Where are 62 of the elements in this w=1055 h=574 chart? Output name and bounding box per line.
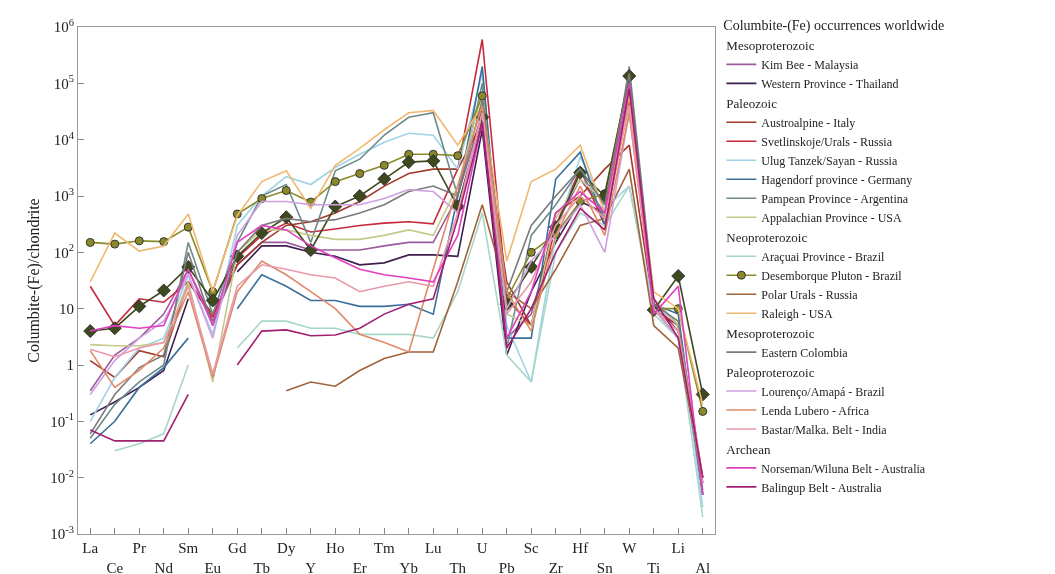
legend-label: Hagendorf province - Germany (761, 172, 913, 187)
text: Neoproterozoic (726, 229, 808, 245)
x-tick-label: Zr (548, 559, 563, 574)
y-tick-label: 10$^{5}$ (53, 73, 74, 92)
x-tick-label: Pb (498, 559, 515, 574)
x-tick-label: Li (671, 540, 685, 556)
y-tick-label: 10$^{-3}$ (50, 523, 74, 543)
x-tick-label: Tm (373, 540, 395, 556)
x-tick-label: Sm (178, 540, 199, 556)
y-tick-label: 10$^{2}$ (53, 242, 74, 261)
x-tick-label: Eu (204, 559, 222, 574)
x-tick-label: Lu (424, 540, 443, 556)
legend-label: Araçuai Province - Brazil (761, 249, 885, 264)
x-tick-label: W (622, 540, 638, 556)
legend-label: Bastar/Malka. Belt - India (761, 422, 888, 437)
y-tick-label: 10$^{4}$ (53, 129, 75, 148)
x-tick-label: Dy (277, 540, 296, 556)
text: Mesoproterozoic (726, 325, 815, 341)
x-tick-label: Ce (106, 559, 124, 574)
legend-title: Columbite-(Fe) occurrences worldwide (723, 17, 945, 34)
legend-label: Norseman/Wiluna Belt - Australia (761, 461, 926, 476)
x-tick-label: Al (695, 559, 711, 574)
legend-label: Austroalpine - Italy (761, 115, 856, 130)
legend-label: Balingup Belt - Australia (761, 480, 883, 495)
text: Archean (726, 441, 771, 457)
x-tick-label: U (476, 540, 488, 556)
x-tick-label: Ti (647, 559, 661, 574)
text: Paleozoic (726, 95, 778, 111)
legend-label: Lenda Lubero - Africa (761, 403, 870, 418)
x-tick-label: Gd (228, 540, 247, 556)
legend-label: Raleigh - USA (761, 306, 834, 321)
y-axis-title: Columbite-(Fe)/chondrite (25, 198, 44, 363)
legend-label: Ulug Tanzek/Sayan - Russia (761, 153, 898, 168)
legend-label: Western Province - Thailand (761, 77, 899, 92)
legend-label: Desemborque Pluton - Brazil (761, 268, 903, 283)
x-tick-label: Tb (253, 559, 271, 574)
x-tick-label: Y (305, 559, 317, 574)
x-tick-label: Yb (399, 559, 418, 574)
y-tick-label: 1 (66, 357, 74, 374)
x-tick-label: Ho (326, 540, 345, 556)
legend-label: Pampean Province - Argentina (761, 191, 909, 206)
x-tick-label: Sn (596, 559, 614, 574)
y-tick-label: 10$^{-2}$ (50, 467, 74, 486)
x-tick-label: Er (352, 559, 367, 574)
legend-label: Polar Urals - Russia (761, 287, 859, 302)
legend-label: Eastern Colombia (761, 345, 849, 360)
y-tick-label: 10 (59, 300, 74, 317)
x-tick-label: Pr (132, 540, 146, 556)
text: Paleoproterozoic (726, 364, 815, 380)
text: Mesoproterozoic (726, 38, 815, 54)
y-tick-label: 10$^{6}$ (53, 16, 74, 36)
legend-label: Svetlinskoje/Urals - Russia (761, 134, 893, 149)
x-tick-label: Sc (523, 540, 540, 556)
x-tick-label: Th (449, 559, 467, 574)
x-tick-label: Nd (154, 559, 174, 574)
x-tick-label: Hf (572, 540, 589, 556)
y-tick-label: 10$^{3}$ (53, 185, 74, 205)
legend-label: Lourenço/Amapá - Brazil (761, 384, 886, 399)
x-tick-label: La (82, 540, 99, 556)
legend-label: Appalachian Province - USA (761, 210, 902, 225)
y-tick-label: 10$^{-1}$ (50, 411, 74, 430)
legend-label: Kim Bee - Malaysia (761, 58, 860, 73)
